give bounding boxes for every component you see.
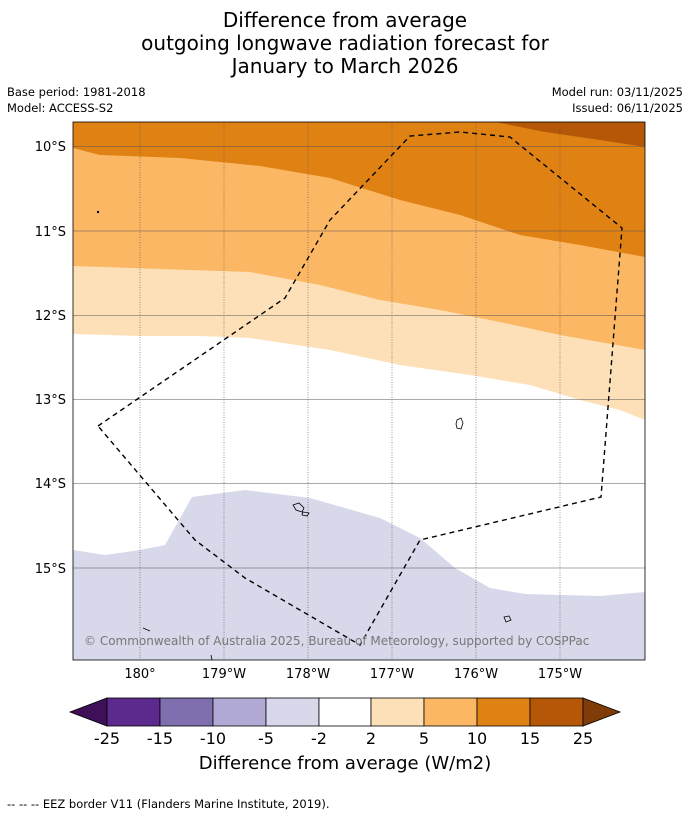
- island-south: [210, 654, 213, 661]
- colorbar-seg-6: [370, 697, 425, 727]
- band-minus-5-minus-2: [73, 490, 645, 660]
- islet-northwest: [96, 210, 100, 214]
- lat-axis: 10°S 11°S 12°S 13°S 14°S 15°S: [35, 140, 66, 577]
- island-north: [455, 417, 464, 430]
- colorbar-tick-3: -10: [199, 729, 227, 748]
- colorbar-seg-3: [212, 697, 267, 727]
- colorbar-seg-4: [265, 697, 320, 727]
- title-line-1: Difference from average: [222, 8, 468, 32]
- colorbar-extend-low: [68, 697, 108, 727]
- colorbar-tick-7: 5: [418, 729, 430, 748]
- lat-tick-11s: 11°S: [35, 225, 66, 240]
- island-southwest: [142, 627, 151, 632]
- lon-tick-175w: 175°W: [538, 667, 582, 682]
- colorbar-tick-5: -2: [311, 729, 327, 748]
- colorbar-tick-2: -15: [146, 729, 174, 748]
- island-central-a: [292, 502, 305, 513]
- lat-tick-12s: 12°S: [35, 309, 66, 324]
- colorbar-tick-10: 25: [572, 729, 594, 748]
- band-15-25: [73, 122, 645, 257]
- colorbar-seg-7: [423, 697, 478, 727]
- colorbar-tick-4: -5: [258, 729, 274, 748]
- issued-date: Issued: 06/11/2025: [572, 101, 683, 115]
- eez-border: [96, 131, 623, 646]
- island-central-b: [301, 511, 310, 517]
- lon-axis: 180° 179°W 178°W 177°W 176°W 175°W: [124, 667, 582, 682]
- model-name: Model: ACCESS-S2: [7, 101, 114, 115]
- lat-tick-10s: 10°S: [35, 140, 66, 155]
- coastlines: [96, 210, 512, 661]
- eez-footnote: -- -- -- EEZ border V11 (Flanders Marine…: [7, 797, 330, 811]
- lat-tick-15s: 15°S: [35, 562, 66, 577]
- colorbar-seg-8: [476, 697, 531, 727]
- band-25-plus: [495, 122, 645, 147]
- island-southeast: [503, 615, 512, 623]
- lon-tick-177w: 177°W: [370, 667, 414, 682]
- colorbar-tick-8: 10: [466, 729, 488, 748]
- colorbar-extend-high: [582, 697, 622, 727]
- plot-frame: [72, 121, 646, 661]
- colorbar-seg-2: [159, 697, 214, 727]
- colorbar-tick-9: 15: [519, 729, 541, 748]
- lon-tick-178w: 178°W: [286, 667, 330, 682]
- copyright-notice: © Commonwealth of Australia 2025, Bureau…: [84, 634, 589, 648]
- lon-tick-180: 180°: [124, 667, 155, 682]
- base-period: Base period: 1981-2018: [7, 85, 146, 99]
- colorbar-tick-1: -25: [93, 729, 121, 748]
- title-line-2: outgoing longwave radiation forecast for: [141, 31, 549, 55]
- lon-tick-176w: 176°W: [454, 667, 498, 682]
- colorbar: [68, 697, 622, 727]
- colorbar-seg-1: [106, 697, 161, 727]
- lat-tick-14s: 14°S: [35, 477, 66, 492]
- lat-tick-13s: 13°S: [35, 393, 66, 408]
- graticule: [73, 122, 645, 660]
- anomaly-field: [73, 122, 645, 660]
- colorbar-title: Difference from average (W/m2): [198, 753, 492, 774]
- colorbar-seg-5: [318, 697, 372, 727]
- title-line-3: January to March 2026: [231, 54, 459, 78]
- colorbar-tick-6: 2: [365, 729, 377, 748]
- lon-tick-179w: 179°W: [202, 667, 246, 682]
- colorbar-seg-9: [529, 697, 584, 727]
- model-run: Model run: 03/11/2025: [551, 85, 683, 99]
